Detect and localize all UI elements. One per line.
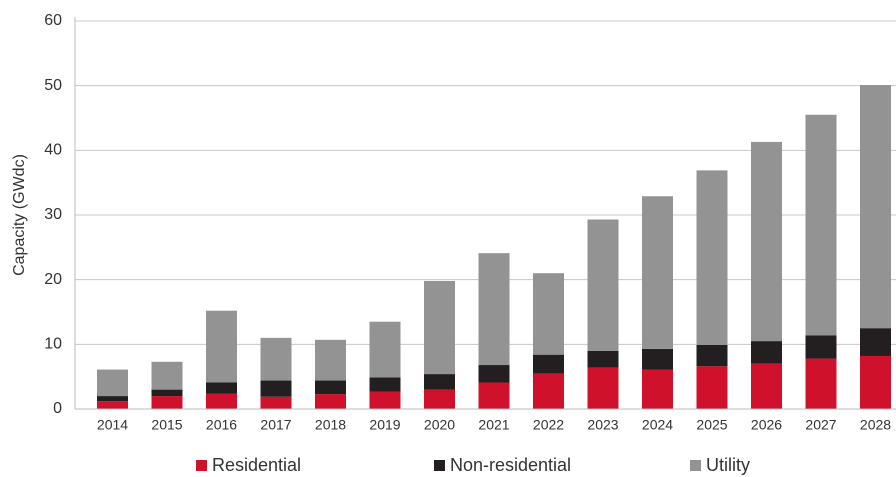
bar-segment <box>478 382 510 409</box>
bar-segment <box>587 219 619 351</box>
x-tick-label: 2027 <box>805 417 836 433</box>
x-tick-label: 2026 <box>751 417 782 433</box>
bar-segment <box>424 389 455 409</box>
bar-segment <box>97 401 128 409</box>
bar-segment <box>151 389 183 397</box>
bar-segment <box>315 380 346 395</box>
x-tick-label: 2024 <box>642 417 673 433</box>
bar-segment <box>369 377 401 392</box>
x-tick-label: 2019 <box>369 417 400 433</box>
legend-swatch <box>434 460 445 471</box>
x-tick-label: 2017 <box>260 417 291 433</box>
bar-segment <box>696 344 728 367</box>
bar-segment <box>587 350 619 368</box>
x-tick-label: 2025 <box>696 417 727 433</box>
bar-segment <box>860 355 891 409</box>
x-tick-label: 2018 <box>315 417 346 433</box>
bar-segment <box>642 369 673 409</box>
bar-segment <box>533 273 564 355</box>
legend-swatch <box>196 460 207 471</box>
legend-label: Residential <box>212 455 301 475</box>
bar-segment <box>805 358 837 409</box>
bar-segment <box>805 335 837 359</box>
x-tick-label: 2021 <box>478 417 509 433</box>
bar-segment <box>260 380 292 397</box>
x-tick-label: 2022 <box>533 417 564 433</box>
bar-segment <box>478 365 510 383</box>
x-tick-label: 2015 <box>151 417 182 433</box>
bar-segment <box>587 367 619 409</box>
bar-segment <box>369 321 401 378</box>
bar-segment <box>260 396 292 409</box>
bar-segment <box>424 374 455 390</box>
bar-segment <box>642 348 673 370</box>
x-tick-label: 2014 <box>97 417 128 433</box>
bar-segment <box>860 328 891 356</box>
y-tick-label: 60 <box>44 12 62 29</box>
bar-segment <box>206 382 237 394</box>
bar-segment <box>97 396 128 402</box>
bar-segment <box>315 339 346 381</box>
bar-segment <box>369 391 401 409</box>
x-tick-label: 2028 <box>860 417 891 433</box>
y-tick-label: 50 <box>44 77 62 94</box>
x-tick-label: 2020 <box>424 417 455 433</box>
bar-segment <box>533 354 564 374</box>
bar-segment <box>478 253 510 366</box>
bar-segment <box>151 396 183 409</box>
bar-segment <box>696 366 728 409</box>
y-tick-label: 40 <box>44 142 62 159</box>
bar-segment <box>642 196 673 349</box>
legend-label: Utility <box>706 455 750 475</box>
bar-segment <box>751 363 782 409</box>
bar-segment <box>533 373 564 409</box>
y-tick-label: 30 <box>44 206 62 223</box>
bar-segment <box>206 310 237 383</box>
bar-segment <box>315 394 346 409</box>
y-axis-label: Capacity (GWdc) <box>11 154 28 276</box>
bar-segment <box>696 170 728 345</box>
legend-label: Non-residential <box>450 455 571 475</box>
bar-segment <box>260 337 292 381</box>
y-tick-label: 0 <box>53 400 62 417</box>
bar-segment <box>151 361 183 390</box>
bar-segment <box>805 114 837 336</box>
y-tick-label: 20 <box>44 271 62 288</box>
x-tick-label: 2023 <box>587 417 618 433</box>
x-tick-label: 2016 <box>206 417 237 433</box>
bar-segment <box>751 141 782 342</box>
bar-segment <box>751 341 782 364</box>
bar-segment <box>97 369 128 397</box>
bar-segment <box>424 280 455 375</box>
bar-segment <box>860 85 891 329</box>
bar-segment <box>206 393 237 409</box>
legend-swatch <box>690 460 701 471</box>
y-tick-label: 10 <box>44 336 62 353</box>
